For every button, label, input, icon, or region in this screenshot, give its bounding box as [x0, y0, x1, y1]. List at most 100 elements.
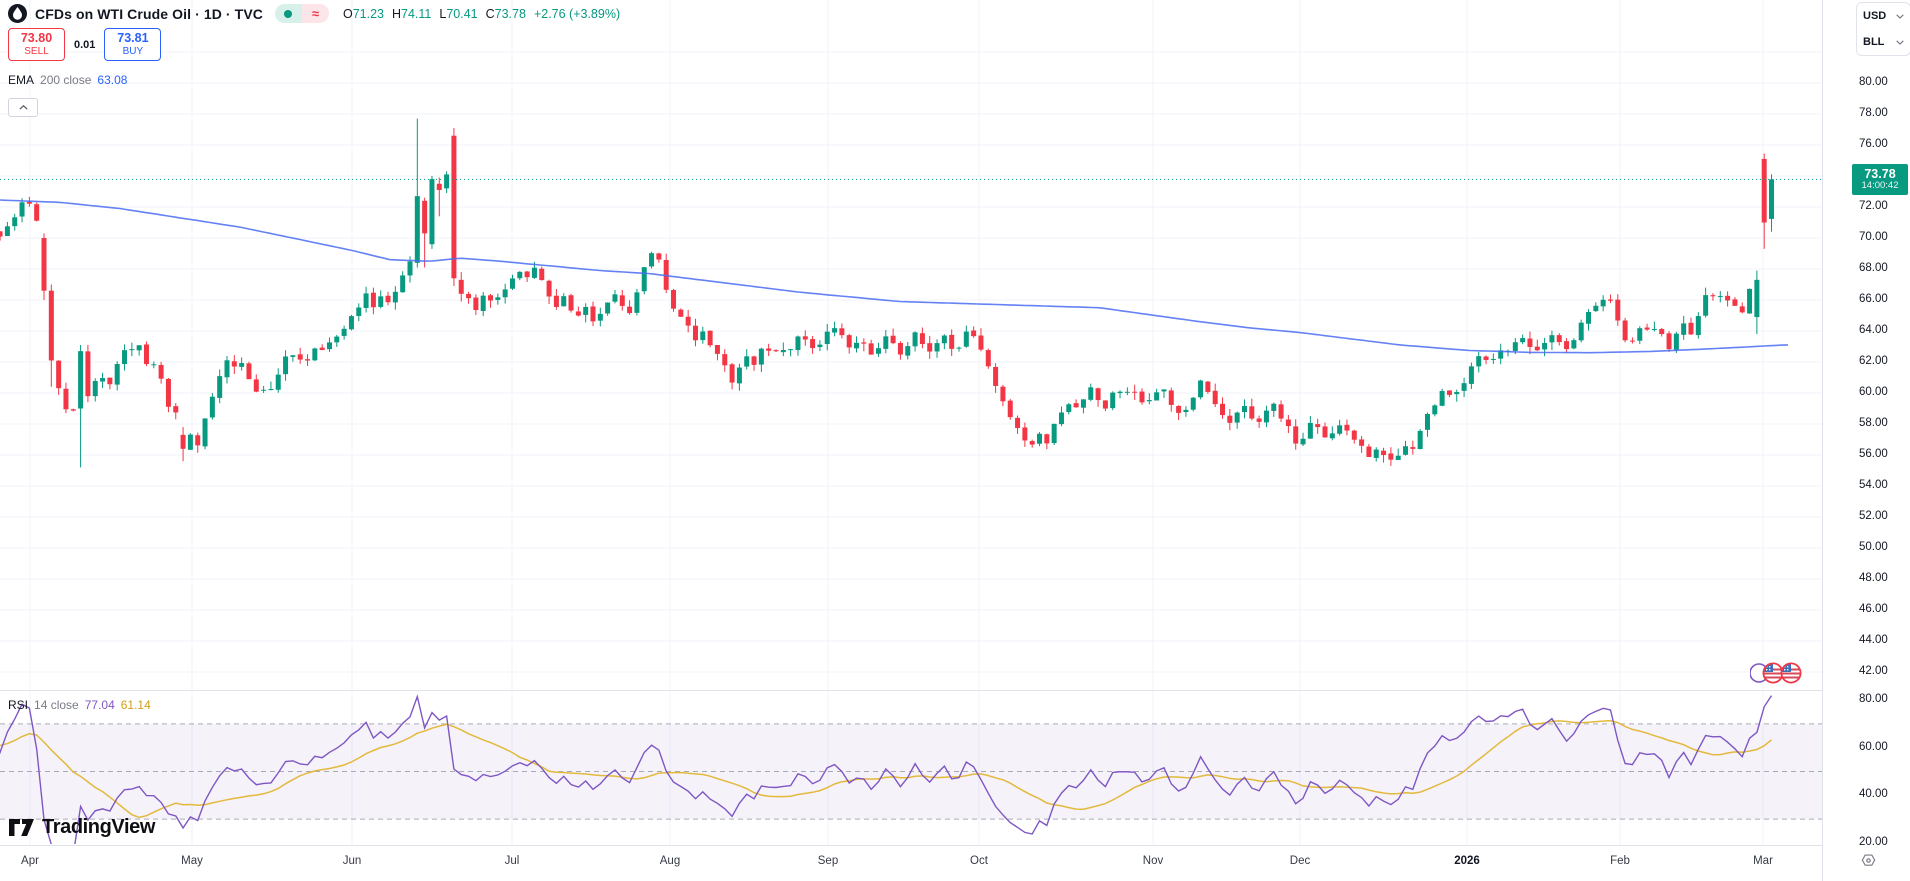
- tradingview-logo[interactable]: TradingView: [8, 816, 155, 839]
- candle: [1073, 399, 1079, 408]
- candle: [1527, 331, 1533, 355]
- candle: [1388, 447, 1394, 466]
- price-tick-label: 66.00: [1859, 293, 1888, 305]
- candle: [1373, 447, 1379, 462]
- candle: [1220, 397, 1226, 419]
- candle: [561, 293, 567, 307]
- candle: [663, 253, 669, 294]
- unit-dropdown[interactable]: BLL: [1857, 29, 1910, 55]
- candle: [1688, 317, 1694, 336]
- candle: [1659, 327, 1665, 337]
- buy-button[interactable]: 73.81 BUY: [104, 28, 162, 61]
- candles: [0, 118, 1775, 468]
- collapse-legend-button[interactable]: [8, 98, 38, 117]
- candle: [868, 339, 874, 355]
- candle: [1271, 402, 1277, 417]
- candle: [773, 349, 779, 353]
- candle: [1754, 270, 1760, 335]
- candle: [1139, 388, 1145, 405]
- candle: [1256, 415, 1262, 428]
- candle: [4, 221, 10, 237]
- candle: [671, 288, 677, 312]
- candle: [700, 326, 706, 344]
- candle: [912, 331, 918, 352]
- time-axis-label: May: [181, 855, 203, 867]
- candle: [1161, 389, 1167, 398]
- price-tick-label: 42.00: [1859, 665, 1888, 677]
- candle: [1066, 402, 1072, 415]
- currency-dropdown[interactable]: USD: [1857, 3, 1910, 29]
- market-open-dot-icon[interactable]: [274, 4, 302, 23]
- candle: [1725, 291, 1731, 307]
- candle: [1044, 433, 1050, 450]
- price-axis[interactable]: USD BLL 80.0078.0076.0074.0072.0070.0068…: [1822, 0, 1910, 881]
- market-status-pills: ≈: [274, 4, 329, 23]
- candle: [319, 344, 325, 351]
- price-tick-label: 50.00: [1859, 541, 1888, 553]
- candle: [1263, 405, 1269, 428]
- time-axis-label: Jul: [504, 855, 520, 867]
- candle: [949, 329, 955, 357]
- candle: [187, 433, 193, 451]
- candle: [685, 309, 691, 333]
- candle: [136, 345, 142, 356]
- candle: [231, 355, 237, 375]
- candle: [553, 289, 559, 310]
- candle: [363, 286, 369, 313]
- candle: [78, 344, 84, 468]
- candle: [1483, 355, 1489, 365]
- symbol-title[interactable]: CFDs on WTI Crude Oil · 1D · TVC: [35, 5, 263, 22]
- candle: [202, 418, 208, 450]
- candle: [122, 344, 128, 371]
- time-axis-label: Apr: [21, 855, 39, 867]
- candle: [1739, 302, 1745, 314]
- candle: [963, 325, 969, 348]
- candle: [1154, 388, 1160, 401]
- candle: [1644, 323, 1650, 331]
- candle: [1761, 153, 1767, 249]
- sell-button[interactable]: 73.80 SELL: [8, 28, 65, 61]
- time-axis[interactable]: Apr May Jun Jul Aug Sep Oct Nov Dec 2026 Feb Mar: [0, 845, 1910, 881]
- candle: [1695, 312, 1701, 339]
- candle: [1549, 330, 1555, 351]
- candle: [941, 334, 947, 350]
- axis-settings-icon[interactable]: [1861, 853, 1876, 873]
- rsi-tick-label: 80.00: [1859, 693, 1888, 705]
- candle: [1439, 388, 1445, 407]
- candle: [1110, 391, 1116, 411]
- candle: [1446, 390, 1452, 398]
- candle: [356, 303, 362, 322]
- price-tick-label: 48.00: [1859, 572, 1888, 584]
- ohlc-low: L70.41: [439, 6, 478, 21]
- candle: [480, 292, 486, 317]
- candle: [788, 348, 794, 357]
- candle: [173, 403, 179, 420]
- tradingview-mark-icon: [9, 819, 34, 836]
- ohlc-change: +2.76 (+3.89%): [533, 6, 621, 21]
- pane-separator[interactable]: [0, 690, 1910, 691]
- candle: [1315, 418, 1321, 434]
- candle: [107, 377, 113, 390]
- candle: [297, 347, 303, 364]
- candle: [817, 340, 823, 352]
- candle: [70, 408, 76, 412]
- candle: [627, 300, 633, 315]
- candle: [634, 288, 640, 316]
- time-axis-label: Nov: [1142, 855, 1164, 867]
- candle: [466, 291, 472, 304]
- chevron-up-icon: [18, 105, 28, 110]
- candle: [224, 356, 230, 384]
- ohlc-open: O71.23: [342, 6, 384, 21]
- candle: [429, 176, 435, 249]
- candle: [839, 323, 845, 339]
- ohlc-row: O71.23 H74.11 L70.41 C73.78 +2.76 (+3.89…: [343, 7, 620, 21]
- candle: [1505, 349, 1511, 357]
- candle: [143, 341, 149, 367]
- economic-event-markers[interactable]: [1749, 660, 1808, 691]
- approx-values-icon[interactable]: ≈: [301, 4, 329, 23]
- candle: [1717, 291, 1723, 303]
- candle: [1146, 393, 1152, 405]
- price-tick-label: 58.00: [1859, 417, 1888, 429]
- us-flag-event-icon: [1780, 662, 1802, 684]
